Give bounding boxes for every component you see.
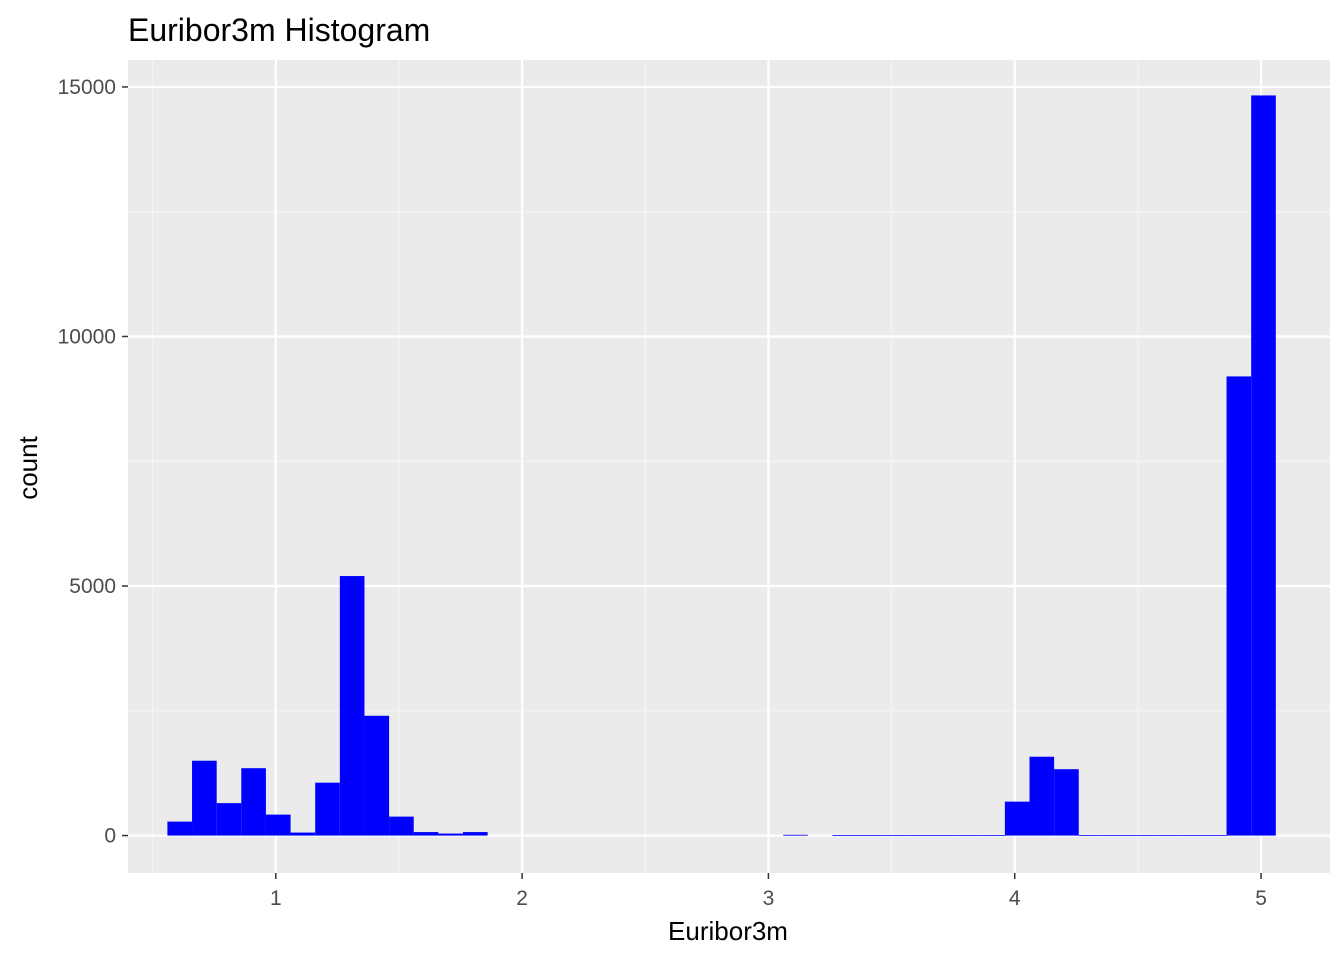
histogram-bar-22	[1029, 756, 1055, 836]
histogram-bar-24	[1078, 835, 1104, 836]
minor-gridlines	[128, 60, 1330, 873]
histogram-bar-29	[1201, 835, 1227, 836]
histogram-bar-31	[1251, 95, 1276, 836]
histogram-bar-26	[1128, 835, 1153, 836]
x-axis: 1 2 3 4 5	[270, 873, 1267, 910]
histogram-bar-11	[438, 833, 463, 836]
y-tick-label: 10000	[58, 325, 116, 348]
histogram-bar-18	[930, 835, 956, 836]
histogram-bar-14	[832, 835, 858, 836]
y-tick-label: 5000	[69, 575, 116, 598]
histogram-bar-15	[857, 835, 882, 836]
histogram-bar-23	[1054, 769, 1079, 836]
histogram-bar-25	[1103, 835, 1129, 836]
histogram-bar-0	[167, 821, 193, 836]
histogram-bar-8	[364, 715, 390, 836]
histogram-bar-17	[906, 835, 931, 836]
x-tick-label: 1	[270, 887, 282, 910]
histogram-bar-27	[1152, 835, 1178, 836]
histogram-bar-3	[241, 768, 266, 836]
y-tick-label: 15000	[58, 76, 116, 99]
histogram-bar-20	[980, 835, 1005, 836]
histogram-bar-9	[389, 816, 414, 836]
histogram-bar-21	[1004, 801, 1030, 836]
histogram-bar-10	[413, 832, 439, 836]
histogram-bar-30	[1226, 376, 1252, 836]
histogram-bar-1	[192, 760, 217, 836]
histogram-bar-2	[216, 803, 242, 836]
y-axis-label: count	[13, 435, 43, 499]
histogram-bar-13	[783, 834, 808, 836]
histogram-bar-4	[265, 814, 291, 836]
x-tick-label: 3	[763, 887, 775, 910]
histogram-bar-5	[290, 832, 316, 836]
y-tick-label: 0	[104, 825, 116, 848]
histogram-bar-12	[462, 832, 488, 836]
histogram-bar-28	[1177, 835, 1202, 836]
y-axis: 0 5000 10000 15000	[58, 76, 128, 848]
plot-panel	[128, 60, 1330, 873]
chart-title: Euribor3m Histogram	[128, 12, 430, 48]
histogram-bar-7	[339, 576, 365, 836]
histogram-bar-6	[315, 782, 340, 836]
x-tick-label: 4	[1009, 887, 1021, 910]
x-tick-label: 2	[516, 887, 528, 910]
histogram-bars	[167, 95, 1276, 836]
histogram-bar-19	[955, 835, 981, 836]
x-tick-label: 5	[1255, 887, 1267, 910]
histogram-bar-16	[881, 835, 907, 836]
x-axis-label: Euribor3m	[668, 916, 788, 946]
